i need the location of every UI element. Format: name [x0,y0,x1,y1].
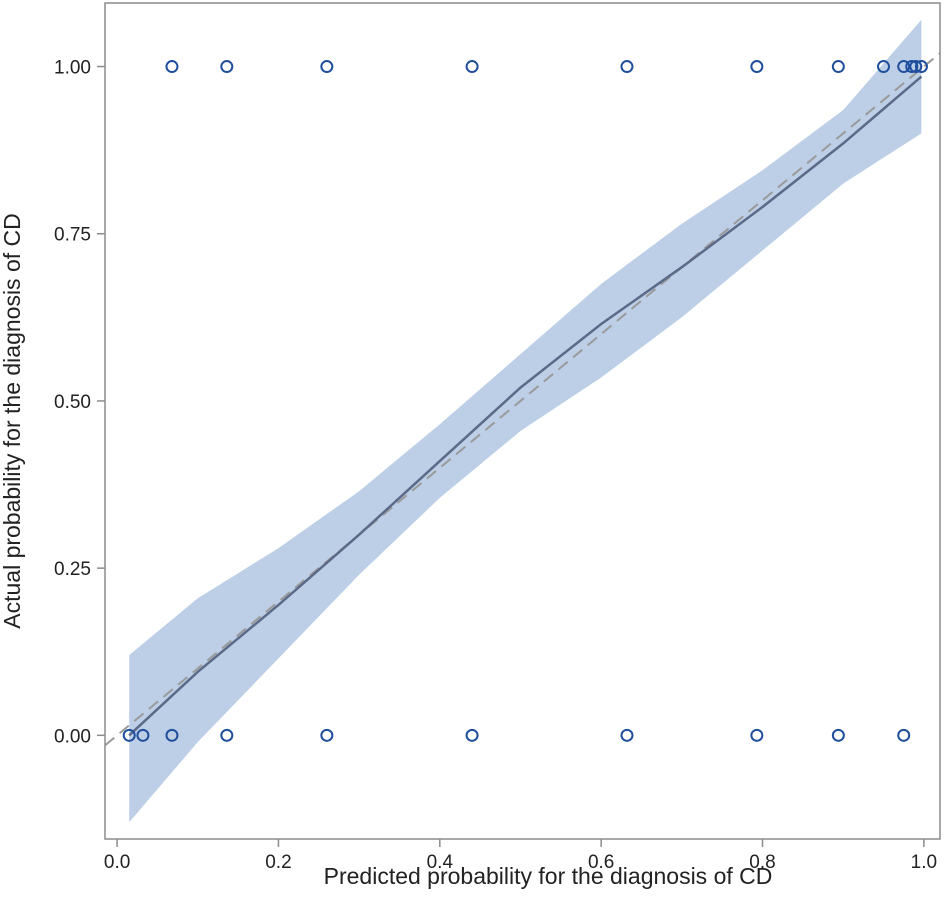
confidence-band [129,19,922,823]
data-point [320,728,334,742]
data-point [897,60,911,74]
data-point [750,60,764,74]
y-tick-label: 0.75 [54,225,91,246]
data-point [220,728,234,742]
fit-line-layer [128,75,923,737]
data-point [122,728,136,742]
y-tick-label: 0.25 [54,559,91,580]
data-point [909,60,923,74]
data-point [877,60,891,74]
data-point [897,728,911,742]
data-point [914,60,928,74]
data-point [220,60,234,74]
x-tick-label: 0.8 [749,852,775,873]
x-axis: 0.0 0.2 0.4 0.6 0.8 1.0 [104,839,937,873]
data-point [905,60,919,74]
data-point [465,728,479,742]
y-tick-label: 0.00 [54,726,91,747]
fit-line [128,75,923,737]
data-point [320,60,334,74]
plot-frame [104,2,941,840]
x-tick-label: 0.6 [588,852,614,873]
data-point [750,728,764,742]
points-layer [122,60,928,742]
reference-line-layer [104,52,941,747]
data-point [831,728,845,742]
data-point [620,60,634,74]
x-tick-label: 0.2 [265,852,291,873]
y-tick-label: 1.00 [54,58,91,79]
x-axis-title: Predicted probability for the diagnosis … [324,863,773,889]
x-tick-label: 1.0 [911,852,937,873]
data-point [620,728,634,742]
y-axis: 0.00 0.25 0.50 0.75 1.00 [54,58,105,747]
data-point [165,728,179,742]
data-point [465,60,479,74]
reference-line [104,52,941,747]
data-point [165,60,179,74]
data-point [136,728,150,742]
x-tick-label: 0.4 [427,852,454,873]
y-tick-label: 0.50 [54,392,91,413]
data-point [831,60,845,74]
x-tick-label: 0.0 [104,852,130,873]
y-axis-title: Actual probability for the diagnosis of … [0,213,25,629]
confidence-band-layer [129,19,922,823]
